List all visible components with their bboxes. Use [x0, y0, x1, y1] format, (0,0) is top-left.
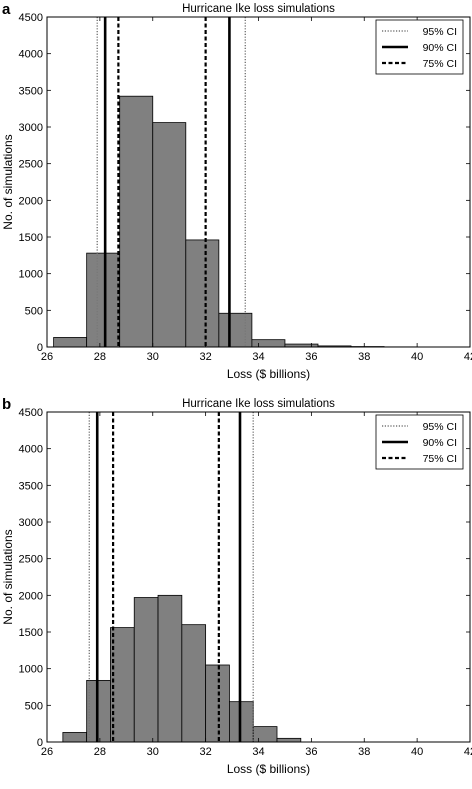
x-tick-label: 34 — [252, 351, 264, 363]
histogram-bar — [86, 679, 111, 743]
y-tick-label: 0 — [37, 737, 43, 749]
histogram-bar — [86, 252, 121, 348]
legend-entry: 75% CI — [423, 58, 457, 70]
x-tick-label: 30 — [147, 351, 159, 363]
y-tick-label: 3500 — [19, 480, 43, 492]
x-tick-label: 28 — [94, 746, 106, 758]
y-tick-label: 1000 — [19, 664, 43, 676]
y-tick-label: 2000 — [19, 590, 43, 602]
y-tick-label: 0 — [37, 342, 43, 354]
y-tick-label: 3000 — [19, 517, 43, 529]
legend-entry: 95% CI — [423, 26, 457, 38]
y-tick-label: 4000 — [19, 444, 43, 456]
y-tick-label: 4500 — [19, 407, 43, 419]
histogram-panel-b: b Hurricane Ike loss simulations 26 28 30 32 3… — [0, 395, 472, 789]
x-tick-label: 32 — [200, 746, 212, 758]
y-tick-label: 500 — [25, 700, 43, 712]
x-tick-label: 42 — [464, 351, 472, 363]
y-axis-label: No. of simulations — [1, 134, 15, 229]
histogram-bar — [62, 732, 88, 743]
histogram-bar — [276, 737, 302, 743]
y-tick-label: 500 — [25, 305, 43, 317]
x-axis-label: Loss ($ billions) — [227, 762, 310, 776]
x-tick-label: 42 — [464, 746, 472, 758]
x-tick-label: 38 — [358, 746, 370, 758]
histogram-chart-b: b Hurricane Ike loss simulations 26 28 30 32 3… — [1, 396, 472, 776]
chart-title: Hurricane Ike loss simulations — [182, 398, 335, 410]
histogram-bar — [251, 339, 286, 348]
legend: 95% CI 90% CI 75% CI — [375, 414, 464, 470]
histogram-bar — [119, 95, 154, 348]
x-tick-label: 32 — [200, 351, 212, 363]
y-axis-label: No. of simulations — [1, 529, 15, 624]
x-tick-label: 40 — [411, 351, 423, 363]
y-tick-label: 2000 — [19, 195, 43, 207]
histogram-bar — [157, 594, 183, 743]
y-tick-label: 1000 — [19, 269, 43, 281]
legend-entry: 75% CI — [423, 453, 457, 465]
chart-title: Hurricane Ike loss simulations — [182, 3, 335, 15]
histogram-bar — [53, 337, 88, 348]
histogram-bar — [133, 597, 159, 743]
y-tick-label: 4000 — [19, 49, 43, 61]
x-tick-label: 38 — [358, 351, 370, 363]
panel-label: b — [2, 396, 11, 413]
histogram-bar — [181, 624, 207, 743]
histogram-bar — [218, 312, 253, 348]
x-tick-label: 26 — [41, 746, 53, 758]
y-tick-label: 1500 — [19, 232, 43, 244]
legend-entry: 90% CI — [423, 42, 457, 54]
histogram-panel-a: a Hurricane Ike loss simulations 26 28 30 32 3… — [0, 0, 472, 394]
histogram-chart-a: a Hurricane Ike loss simulations 26 28 30 32 3… — [1, 1, 472, 381]
y-tick-label: 4500 — [19, 12, 43, 24]
legend-entry: 95% CI — [423, 421, 457, 433]
x-tick-label: 30 — [147, 746, 159, 758]
x-axis-label: Loss ($ billions) — [227, 367, 310, 381]
legend: 95% CI 90% CI 75% CI — [375, 19, 464, 75]
legend-entry: 90% CI — [423, 437, 457, 449]
y-tick-label: 2500 — [19, 554, 43, 566]
histogram-bar — [152, 122, 187, 348]
x-tick-label: 36 — [305, 351, 317, 363]
x-tick-label: 28 — [94, 351, 106, 363]
panel-label: a — [2, 1, 11, 18]
x-tick-label: 34 — [252, 746, 264, 758]
histogram-bar — [229, 701, 254, 743]
x-tick-label: 36 — [305, 746, 317, 758]
histogram-bar — [205, 664, 230, 743]
y-tick-label: 3500 — [19, 85, 43, 97]
x-tick-label: 40 — [411, 746, 423, 758]
y-tick-label: 3000 — [19, 122, 43, 134]
histogram-bar — [252, 726, 278, 743]
y-tick-label: 2500 — [19, 159, 43, 171]
histogram-bar — [185, 239, 220, 348]
x-tick-label: 26 — [41, 351, 53, 363]
y-tick-label: 1500 — [19, 627, 43, 639]
